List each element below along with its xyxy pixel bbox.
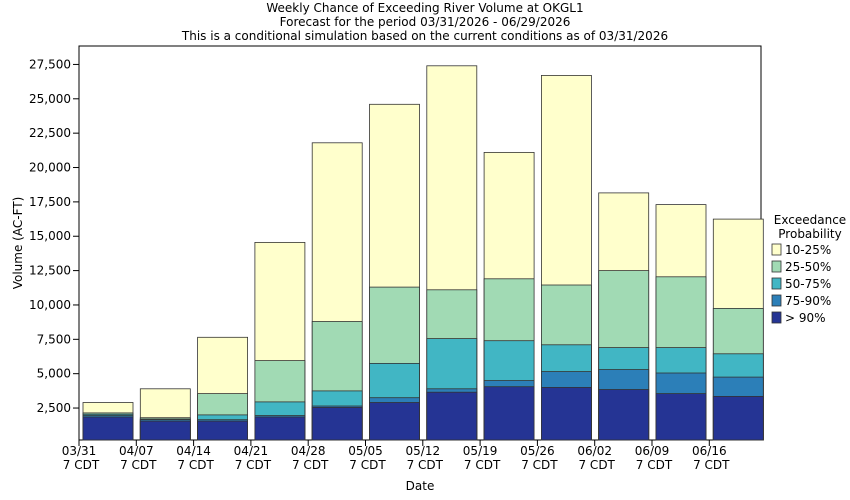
- legend-entry-label: 75-90%: [785, 294, 831, 308]
- legend-swatch: [771, 311, 782, 324]
- x-tick-label-time: 7 CDT: [636, 458, 673, 472]
- x-tick-label-time: 7 CDT: [693, 458, 730, 472]
- bar-segment: [655, 393, 707, 441]
- legend-entry-label: > 90%: [785, 311, 826, 325]
- x-tick-label: 06/02: [577, 444, 612, 458]
- x-tick-label: 05/05: [348, 444, 383, 458]
- legend-title-line: Probability: [778, 227, 841, 241]
- y-tick-label: 2,500: [37, 401, 71, 415]
- y-tick-label: 22,500: [29, 126, 71, 140]
- legend-swatch: [771, 277, 782, 290]
- legend-title-line: Exceedance: [774, 213, 846, 227]
- x-tick-label-time: 7 CDT: [521, 458, 558, 472]
- x-tick-label: 03/31: [62, 444, 97, 458]
- x-tick-label-time: 7 CDT: [349, 458, 386, 472]
- x-axis-label: Date: [406, 479, 435, 493]
- y-tick-label: 12,500: [29, 264, 71, 278]
- y-tick-label: 27,500: [29, 57, 71, 71]
- x-tick-label: 06/16: [692, 444, 727, 458]
- y-tick-label: 7,500: [37, 332, 71, 346]
- x-tick-label-time: 7 CDT: [464, 458, 501, 472]
- bar-segment: [139, 420, 191, 441]
- x-tick-label: 04/14: [176, 444, 211, 458]
- bar-segment: [426, 391, 478, 441]
- bars-group: [82, 65, 764, 441]
- y-tick-label: 20,000: [29, 161, 71, 175]
- x-tick-label-time: 7 CDT: [120, 458, 157, 472]
- legend-entry-label: 50-75%: [785, 277, 831, 291]
- x-tick-label-time: 7 CDT: [235, 458, 272, 472]
- bar-segment: [712, 395, 764, 441]
- x-tick-label: 05/26: [520, 444, 555, 458]
- x-tick-label: 06/09: [635, 444, 670, 458]
- x-tick-label-time: 7 CDT: [292, 458, 329, 472]
- bar-segment: [483, 386, 535, 441]
- y-axis-label: Volume (AC-FT): [11, 197, 25, 290]
- legend-entry-label: 25-50%: [785, 260, 831, 274]
- chart-subtitle-note: This is a conditional simulation based o…: [181, 29, 668, 43]
- y-axis: 2,500 5,000 7,500 10,000 12,500 15,000 17,500 2…: [29, 57, 79, 415]
- y-tick-label: 25,000: [29, 92, 71, 106]
- x-tick-label-time: 7 CDT: [177, 458, 214, 472]
- legend-swatch: [771, 260, 782, 273]
- x-tick-label: 04/21: [234, 444, 269, 458]
- bar-segment: [541, 386, 592, 441]
- legend-swatch: [771, 243, 782, 256]
- x-tick-label: 04/28: [291, 444, 326, 458]
- y-tick-label: 17,500: [29, 195, 71, 209]
- chart-subtitle-period: Forecast for the period 03/31/2026 - 06/…: [280, 15, 571, 29]
- bar-segment: [311, 406, 363, 441]
- x-tick-label-time: 7 CDT: [63, 458, 100, 472]
- y-tick-label: 10,000: [29, 298, 71, 312]
- chart-title-line: Weekly Chance of Exceeding River Volume …: [266, 1, 583, 15]
- legend: Exceedance Probability 10-25% 25-50% 50-75…: [771, 213, 846, 325]
- chart-title: Weekly Chance of Exceeding River Volume …: [181, 1, 668, 43]
- x-tick-label-time: 7 CDT: [578, 458, 615, 472]
- y-tick-label: 15,000: [29, 229, 71, 243]
- bar-segment: [369, 402, 420, 441]
- legend-entry-label: 10-25%: [785, 243, 831, 257]
- x-tick-label-time: 7 CDT: [407, 458, 444, 472]
- x-tick-label: 05/19: [463, 444, 498, 458]
- x-tick-label: 05/12: [406, 444, 441, 458]
- bar-segment: [598, 389, 650, 441]
- bar-segment: [82, 416, 134, 441]
- bar-segment: [197, 420, 249, 441]
- y-tick-label: 5,000: [37, 367, 71, 381]
- x-tick-label: 04/07: [119, 444, 154, 458]
- legend-swatch: [771, 294, 782, 307]
- bar-segment: [254, 416, 306, 441]
